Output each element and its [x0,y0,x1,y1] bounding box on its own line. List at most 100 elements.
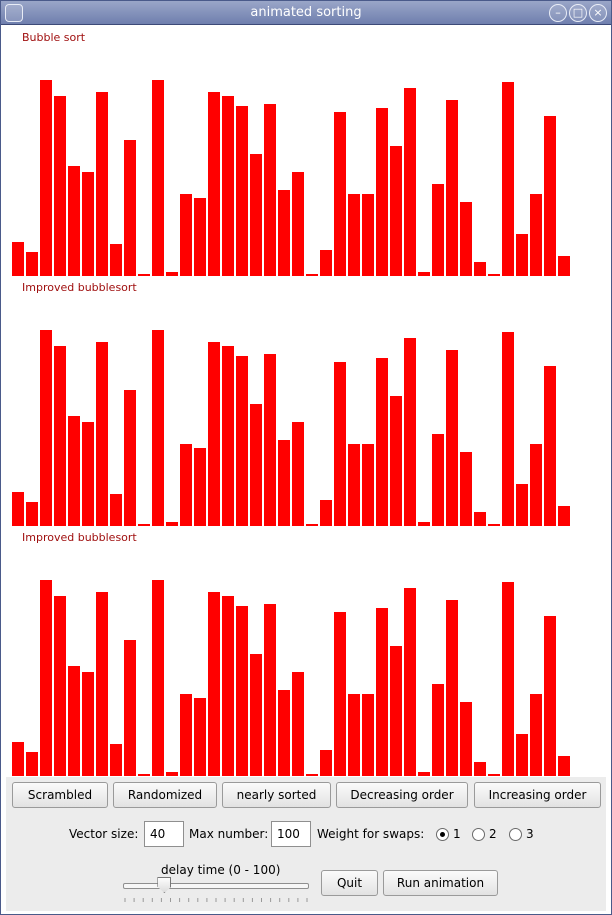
max-number-field[interactable]: 100 [271,821,311,847]
bar [26,752,38,776]
max-number-label: Max number: [189,827,269,841]
bar [236,606,248,776]
animation-area: Bubble sort Improved bubblesort Improved… [6,26,606,777]
bar [278,190,290,276]
bar [222,346,234,526]
minimize-button[interactable]: – [549,4,567,22]
title-bar: animated sorting – □ × [1,1,611,25]
bar [40,330,52,526]
bar [222,596,234,776]
bar [432,684,444,776]
bar [348,194,360,276]
bar [544,116,556,276]
bar [40,80,52,276]
bar [502,332,514,526]
bar [40,580,52,776]
panel-label: Bubble sort [22,31,86,44]
bar [502,82,514,276]
bar [96,592,108,776]
bar [292,172,304,276]
bar [306,274,318,276]
bar [530,194,542,276]
maximize-button[interactable]: □ [569,4,587,22]
bar [222,96,234,276]
bar [390,396,402,526]
bar [54,346,66,526]
bar [124,640,136,776]
bar [558,756,570,776]
bar [488,774,500,776]
bar [418,522,430,526]
bar [544,616,556,776]
bar [264,604,276,776]
bar [96,92,108,276]
bar [334,612,346,776]
sort-panel-improved-1: Improved bubblesort [6,276,606,526]
panel-label: Improved bubblesort [22,531,137,544]
bar [558,256,570,276]
bar [362,194,374,276]
maximize-icon: □ [572,6,584,19]
bar [460,702,472,776]
weight-3-radio[interactable] [509,828,522,841]
bar [390,646,402,776]
decreasing-order-button[interactable]: Decreasing order [336,782,468,808]
bar [208,92,220,276]
bar [138,274,150,276]
bar [194,198,206,276]
bar [404,338,416,526]
bar [180,694,192,776]
bar [376,608,388,776]
bar [194,448,206,526]
sort-panel-bubble: Bubble sort [6,26,606,276]
bar [180,444,192,526]
bar [404,88,416,276]
delay-slider-track[interactable] [123,883,309,889]
bar [558,506,570,526]
bar [488,524,500,526]
bar [292,422,304,526]
bar [166,272,178,276]
bar [446,100,458,276]
bar [236,106,248,276]
vector-size-field[interactable]: 40 [144,821,184,847]
close-button[interactable]: × [589,4,607,22]
weight-1-label: 1 [453,827,461,841]
window-menu-button[interactable] [5,4,23,22]
weight-1-radio[interactable] [436,828,449,841]
quit-button[interactable]: Quit [321,870,378,896]
increasing-order-button[interactable]: Increasing order [474,782,601,808]
close-icon: × [593,6,603,19]
bar [446,600,458,776]
bar [404,588,416,776]
randomized-button[interactable]: Randomized [113,782,217,808]
bar [124,140,136,276]
bar [362,444,374,526]
bar [138,774,150,776]
bar [68,666,80,776]
nearly-sorted-button[interactable]: nearly sorted [222,782,331,808]
bar [68,416,80,526]
bar [474,512,486,526]
delay-slider-thumb[interactable] [157,877,172,893]
bar [236,356,248,526]
bar [208,592,220,776]
bar-chart [12,80,570,276]
bar-chart [12,330,570,526]
bar [460,452,472,526]
vector-size-label: Vector size: [69,827,139,841]
bar [432,434,444,526]
bar [82,672,94,776]
bar [152,580,164,776]
bar [54,596,66,776]
scrambled-button[interactable]: Scrambled [12,782,108,808]
bar [82,172,94,276]
bar [292,672,304,776]
sort-panel-improved-2: Improved bubblesort [6,526,606,776]
window-title: animated sorting [250,5,362,20]
bar [278,440,290,526]
weight-2-radio[interactable] [472,828,485,841]
run-animation-button[interactable]: Run animation [383,870,498,896]
bar [180,194,192,276]
